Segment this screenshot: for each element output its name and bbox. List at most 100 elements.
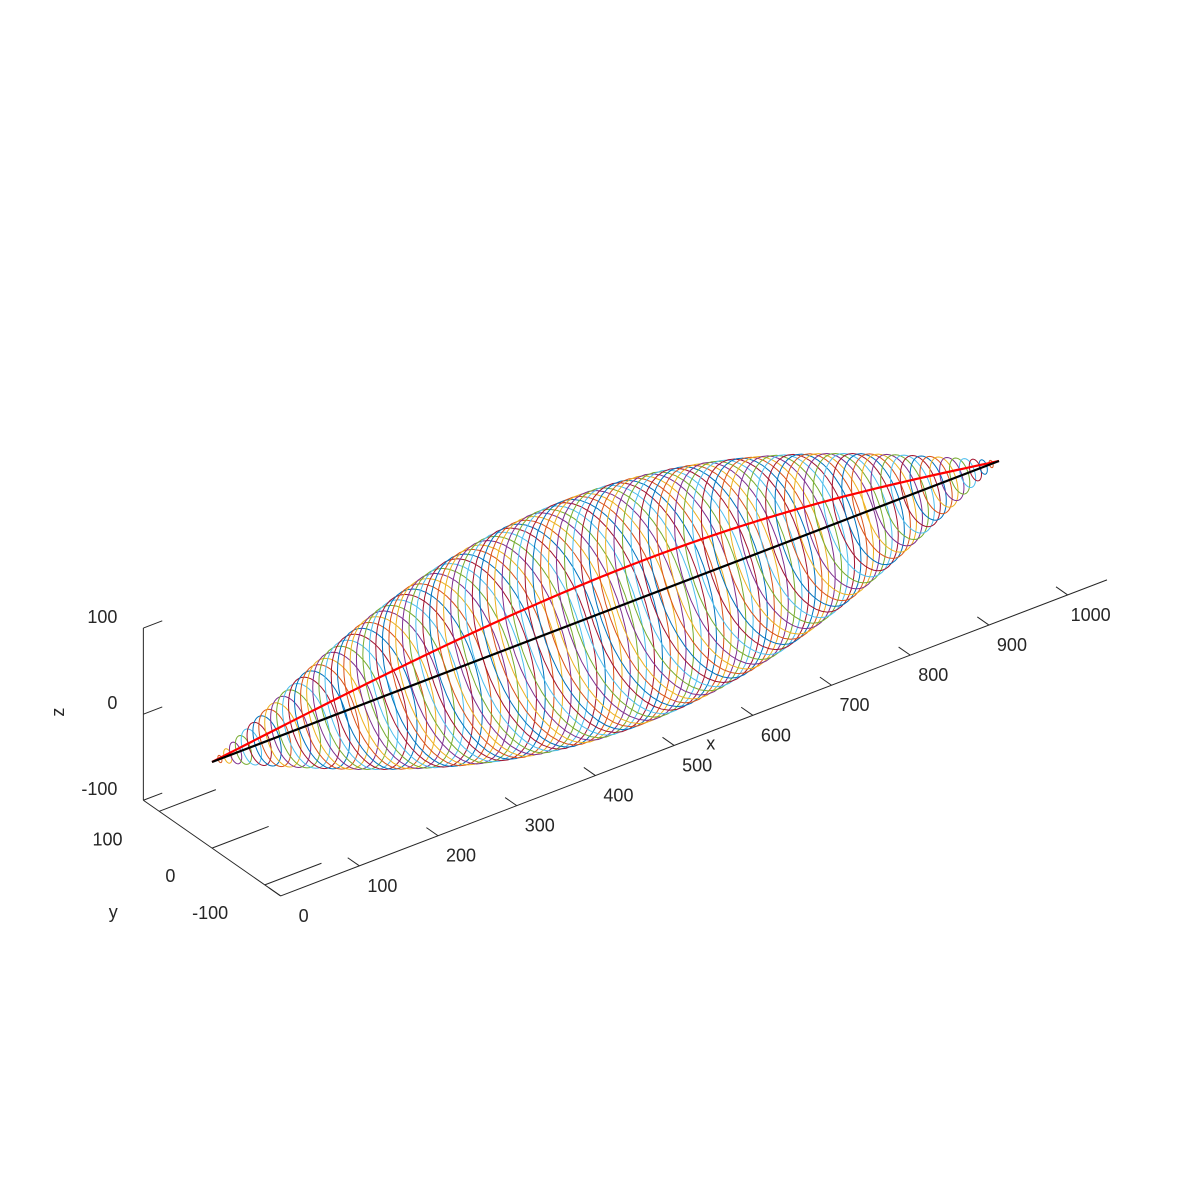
x-tick-label-5: 500 — [682, 755, 712, 775]
x-tick-7 — [819, 676, 832, 686]
ring-15 — [300, 664, 361, 770]
z-tick-label-1: 0 — [107, 693, 117, 713]
x-tick-6 — [740, 706, 754, 716]
ring-98 — [978, 459, 988, 475]
ring-76 — [765, 453, 856, 613]
ring-17 — [312, 651, 380, 770]
ring-36 — [436, 548, 555, 759]
ring-78 — [783, 453, 868, 602]
ring-5 — [240, 728, 263, 766]
x-tick-8 — [898, 646, 911, 656]
ring-61 — [630, 469, 754, 688]
ring-66 — [674, 461, 789, 665]
ring-92 — [919, 455, 953, 515]
ring-40 — [464, 531, 590, 752]
ring-55 — [580, 482, 710, 711]
x-tick-9 — [977, 616, 990, 626]
ring-18 — [318, 645, 389, 771]
x-tick-label-9: 900 — [997, 635, 1027, 655]
x-axis-label: x — [706, 734, 715, 754]
ring-53 — [563, 487, 695, 718]
y-tick-0 — [264, 862, 322, 886]
ring-95 — [948, 457, 971, 495]
y-tick-label-1: 0 — [165, 866, 175, 886]
series-layer — [211, 459, 1000, 764]
x-tick-4 — [583, 767, 596, 776]
x-tick-2 — [426, 827, 439, 837]
ring-72 — [728, 456, 830, 635]
ring-4 — [234, 735, 253, 765]
ring-75 — [755, 454, 849, 619]
ring-12 — [282, 682, 331, 769]
ring-3 — [229, 741, 243, 765]
ring-99 — [988, 459, 994, 469]
ring-96 — [958, 458, 977, 488]
x-tick-label-3: 300 — [525, 816, 555, 836]
ring-87 — [870, 453, 923, 547]
ring-7 — [252, 715, 282, 767]
series-line-1 — [211, 459, 1000, 764]
ring-97 — [968, 458, 983, 482]
x-tick-label-10: 1000 — [1071, 605, 1111, 625]
axes-layer — [142, 579, 1108, 897]
ring-38 — [450, 540, 572, 756]
ring-54 — [572, 484, 702, 715]
ring-86 — [860, 453, 917, 553]
ring-57 — [596, 477, 725, 704]
ring-82 — [822, 452, 893, 578]
ring-56 — [588, 479, 718, 708]
ring-80 — [802, 453, 881, 590]
ring-1 — [217, 754, 223, 764]
z-tick-0 — [143, 792, 163, 801]
x-tick-label-6: 600 — [761, 725, 791, 745]
ring-79 — [793, 453, 875, 596]
ring-89 — [889, 454, 935, 534]
x-tick-label-4: 400 — [603, 786, 633, 806]
x-tick-label-2: 200 — [446, 846, 476, 866]
z-tick-1 — [143, 706, 163, 715]
ring-84 — [841, 453, 905, 566]
x-tick-1 — [347, 857, 360, 867]
series-line-0 — [211, 459, 1000, 763]
ring-13 — [288, 676, 341, 770]
y-tick-label-2: 100 — [93, 829, 123, 849]
ring-94 — [939, 456, 965, 502]
x-tick-label-8: 800 — [918, 665, 948, 685]
x-tick-10 — [1055, 586, 1068, 596]
ring-70 — [709, 457, 816, 645]
ring-74 — [746, 454, 843, 624]
ring-65 — [665, 463, 782, 670]
ring-83 — [831, 453, 899, 572]
labels-layer: x y z 01002003004005006007008009001000-1… — [48, 605, 1111, 926]
ring-37 — [443, 544, 564, 757]
x-tick-label-1: 100 — [367, 876, 397, 896]
ring-81 — [812, 452, 887, 584]
ring-39 — [457, 535, 581, 754]
z-tick-label-0: -100 — [81, 779, 117, 799]
ring-60 — [621, 471, 747, 692]
x-tick-0 — [268, 887, 281, 897]
ring-62 — [639, 467, 761, 683]
ring-41 — [471, 527, 598, 750]
ring-77 — [774, 453, 862, 607]
ring-71 — [718, 456, 823, 640]
z-tick-label-2: 100 — [87, 607, 117, 627]
ring-63 — [647, 466, 768, 679]
ring-90 — [899, 455, 941, 528]
ring-59 — [613, 473, 740, 696]
z-axis-label: z — [48, 708, 68, 717]
ring-14 — [294, 670, 351, 770]
x-tick-5 — [662, 736, 675, 746]
ring-73 — [737, 455, 836, 630]
ring-91 — [909, 455, 947, 521]
x-axis-line — [280, 579, 1108, 897]
y-axis-label: y — [109, 902, 118, 922]
y-tick-label-0: -100 — [192, 903, 228, 923]
y-tick-1 — [211, 825, 269, 849]
ring-layer — [217, 452, 994, 771]
ring-68 — [691, 459, 803, 656]
x-tick-label-0: 0 — [299, 906, 309, 926]
ring-67 — [682, 460, 796, 660]
ring-16 — [306, 657, 370, 770]
